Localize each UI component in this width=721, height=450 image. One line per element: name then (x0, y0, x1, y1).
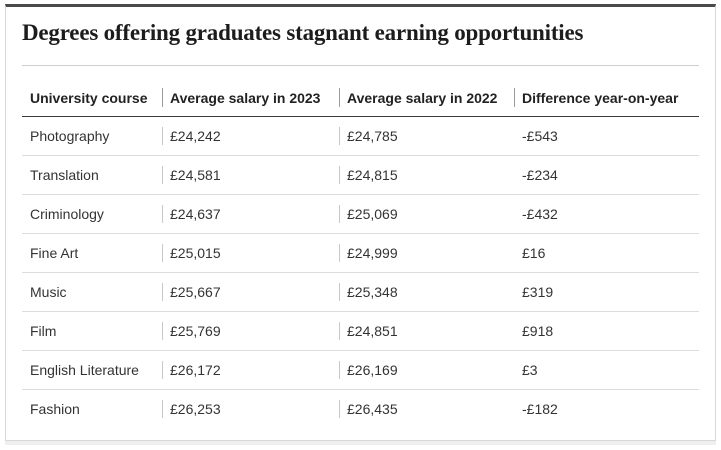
table-row: Criminology £24,637 £25,069 -£432 (22, 194, 699, 234)
table-header-row: University course Average salary in 2023… (22, 79, 699, 117)
salary-2023-cell: £25,667 (162, 272, 339, 312)
salary-2022-cell: £24,999 (339, 233, 514, 273)
chart-frame (5, 4, 716, 441)
salary-2022-cell: £25,348 (339, 272, 514, 312)
course-cell: Criminology (22, 194, 162, 234)
table-row: Photography £24,242 £24,785 -£543 (22, 116, 699, 156)
course-cell: Fashion (30, 401, 80, 417)
difference-cell: £918 (514, 311, 699, 351)
difference-cell: £3 (514, 350, 699, 390)
table-row: Music £25,667 £25,348 £319 (22, 272, 699, 312)
difference-cell: -£234 (514, 155, 699, 195)
salary-2023-cell: £24,242 (162, 116, 339, 156)
salary-2022-cell: £26,169 (339, 350, 514, 390)
column-header-difference: Difference year-on-year (514, 79, 699, 117)
salary-2023-cell: £26,253 (162, 390, 339, 429)
salary-2022-cell: £25,069 (339, 194, 514, 234)
table-row: Fine Art £25,015 £24,999 £16 (22, 233, 699, 273)
column-header-salary-2023: Average salary in 2023 (162, 79, 339, 117)
course-cell: Film (22, 311, 162, 351)
salary-2022-cell: £24,815 (339, 155, 514, 195)
salary-2022-cell: £26,435 (339, 390, 514, 429)
salary-2023-cell: £26,172 (162, 350, 339, 390)
course-cell: Translation (22, 155, 162, 195)
salary-2022-cell: £24,785 (339, 116, 514, 156)
chart-title: Degrees offering graduates stagnant earn… (22, 20, 584, 45)
title-divider (22, 65, 699, 66)
column-header-salary-2022: Average salary in 2022 (339, 79, 514, 117)
salary-table: University course Average salary in 2023… (22, 79, 699, 428)
salary-2023-cell: £24,637 (162, 194, 339, 234)
salary-2023-cell: £24,581 (162, 155, 339, 195)
table-row: English Literature £26,172 £26,169 £3 (22, 350, 699, 390)
column-header-course: University course (22, 79, 162, 117)
salary-2023-cell: £25,015 (162, 233, 339, 273)
salary-2022-cell: £24,851 (339, 311, 514, 351)
table-row: Fashion £26,253 £26,435 -£182 (22, 390, 699, 429)
salary-2023-cell: £25,769 (162, 311, 339, 351)
table-row: Film £25,769 £24,851 £918 (22, 311, 699, 351)
difference-cell: -£182 (522, 401, 558, 417)
difference-cell: £16 (514, 233, 699, 273)
difference-cell: £319 (514, 272, 699, 312)
difference-cell: -£543 (514, 116, 699, 156)
table-row: Translation £24,581 £24,815 -£234 (22, 155, 699, 195)
course-cell: Photography (22, 116, 162, 156)
bottom-edge (5, 441, 716, 445)
course-cell: Fine Art (22, 233, 162, 273)
difference-cell: -£432 (514, 194, 699, 234)
course-cell: Music (22, 272, 162, 312)
course-cell: English Literature (22, 350, 162, 390)
